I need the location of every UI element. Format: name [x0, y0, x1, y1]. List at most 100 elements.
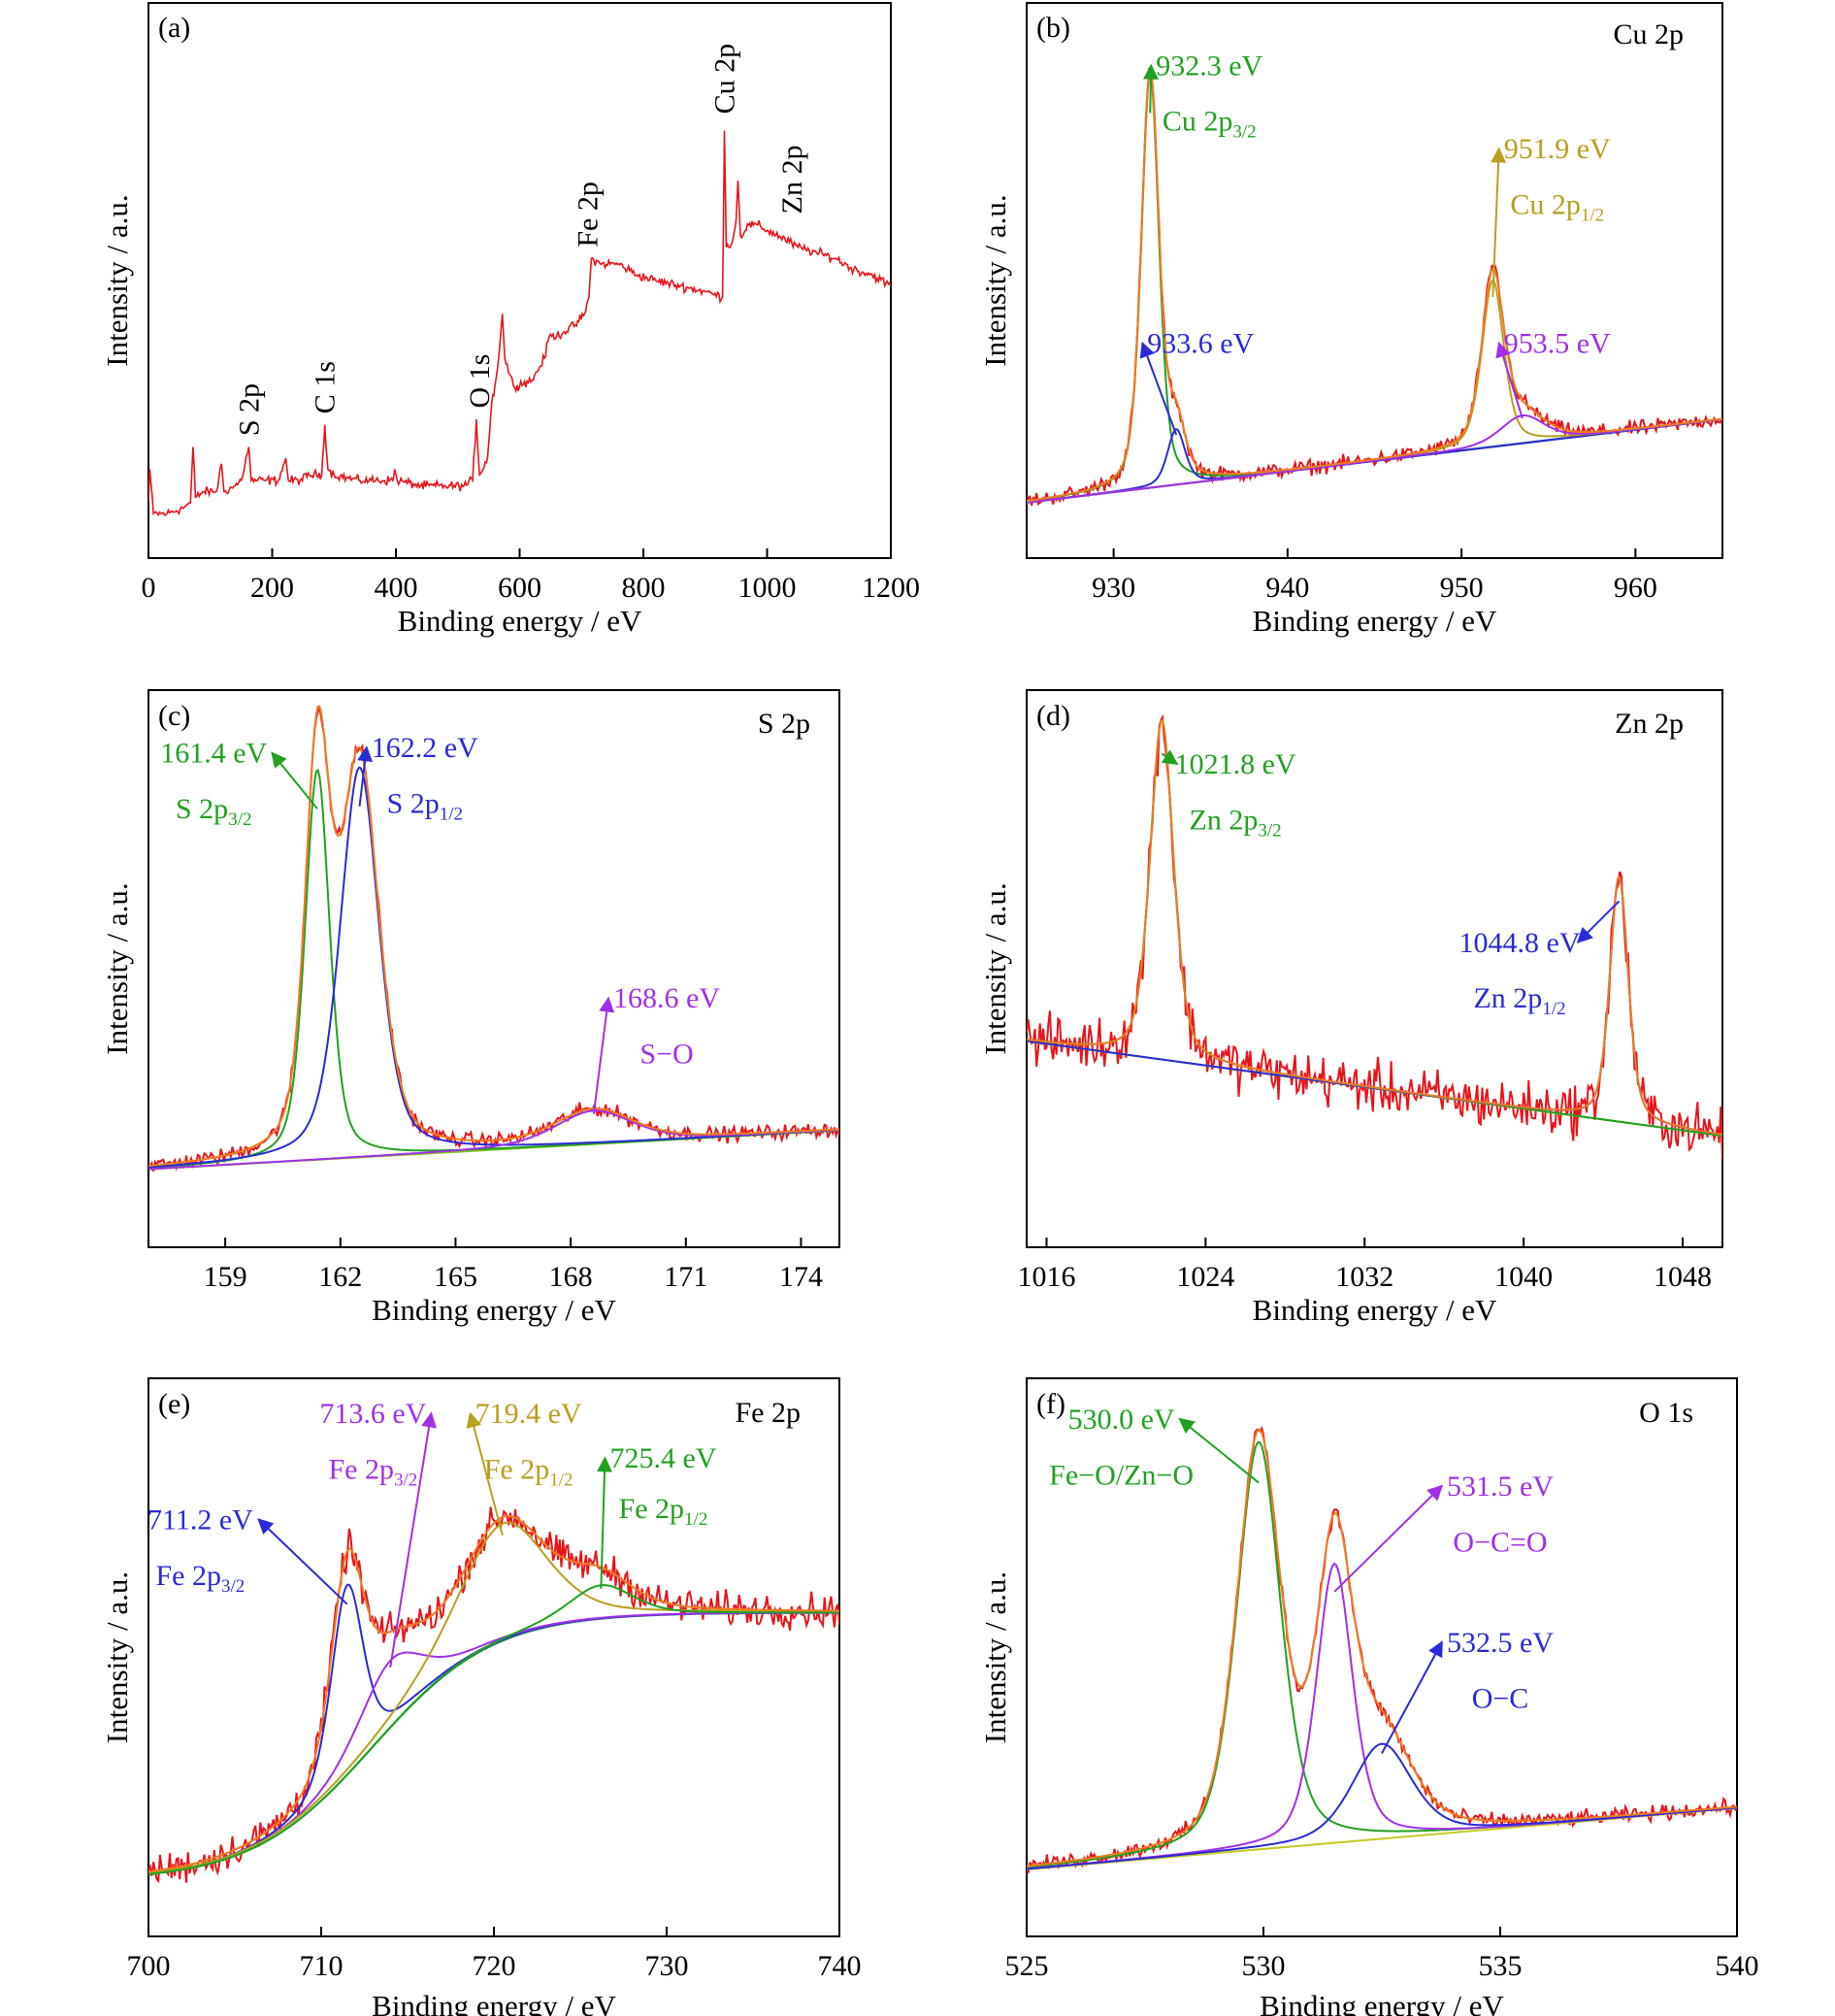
peak-label: S 2p [233, 383, 265, 436]
annotation-main: 932.3 eV [1156, 50, 1262, 82]
peak-annotation: O−C [1472, 1682, 1529, 1714]
x-axis-label: Binding energy / eV [372, 1989, 616, 2016]
peak-annotation: 162.2 eV [372, 732, 478, 764]
peak-annotation: Fe 2p3/2 [156, 1560, 246, 1597]
plot-area [1027, 1425, 1737, 1873]
x-tick-label: 730 [645, 1950, 689, 1982]
peak-annotation: 719.4 eV [475, 1398, 582, 1430]
annotation-main: 168.6 eV [613, 982, 720, 1014]
panel-title: O 1s [1639, 1397, 1693, 1429]
annotation-arrow [357, 745, 374, 807]
annotation-arrow [592, 996, 615, 1114]
panel-b: 930 940 950 960 Binding energy / eV Intensity… [978, 2, 1723, 638]
panel-tag: (b) [1036, 12, 1070, 44]
x-tick-label: 700 [127, 1950, 171, 1982]
y-axis-label: Intensity / a.u. [978, 1571, 1012, 1743]
x-axis-label: Binding energy / eV [1253, 604, 1497, 638]
peak-annotation: 168.6 eV [613, 982, 720, 1014]
annotation-main: 532.5 eV [1447, 1627, 1554, 1659]
annotation-subscript: 1/2 [1542, 999, 1565, 1019]
panel-f: 525 530 535 540 Binding energy / eV Intensity… [978, 1377, 1759, 2016]
component-peak-line [148, 768, 839, 1170]
peak-annotation: 532.5 eV [1447, 1627, 1554, 1659]
x-tick-label: 950 [1440, 572, 1484, 604]
peak-annotation: 530.0 eV [1068, 1404, 1175, 1436]
x-tick-label: 740 [818, 1950, 862, 1982]
component-peak-line [148, 1584, 839, 1875]
annotation-arrow [597, 1456, 613, 1589]
annotation-subscript: 1/2 [1581, 205, 1604, 225]
envelope-fit-line [1027, 1428, 1737, 1867]
y-axis-label: Intensity / a.u. [100, 1571, 134, 1743]
annotation-main: Zn 2p [1190, 805, 1259, 837]
peak-annotation: O−C=O [1453, 1526, 1547, 1558]
annotation-arrow [1142, 63, 1159, 114]
annotation-subscript: 3/2 [1232, 122, 1256, 143]
component-peak-line [1027, 414, 1722, 504]
annotation-arrow [1139, 341, 1178, 436]
peak-annotation: 531.5 eV [1447, 1471, 1554, 1503]
envelope-fit-line [1027, 718, 1722, 1136]
x-tick-label: 940 [1265, 572, 1309, 604]
annotation-arrow [466, 1411, 504, 1537]
plot-frame [147, 689, 840, 1248]
peak-annotation: Fe 2p3/2 [329, 1454, 418, 1491]
x-tick-label: 1016 [1017, 1261, 1075, 1293]
raw-spectrum-line [1027, 713, 1722, 1160]
peak-annotation: Cu 2p1/2 [1510, 188, 1604, 225]
raw-spectrum-line [1027, 67, 1722, 507]
x-tick-label: 162 [318, 1261, 362, 1293]
peak-annotation: 725.4 eV [609, 1442, 716, 1474]
plot-area [1027, 713, 1722, 1160]
peak-annotation: 1021.8 eV [1175, 748, 1296, 780]
annotation-arrow [1178, 1417, 1260, 1484]
peak-annotation: 1044.8 eV [1459, 927, 1581, 959]
x-tick-label: 159 [204, 1261, 247, 1293]
peak-annotation: 953.5 eV [1504, 327, 1611, 359]
panel-a: 0 200 400 600 800 1000 1200 Binding energy / eV… [100, 2, 920, 638]
peak-label: Cu 2p [709, 44, 741, 115]
peak-annotation: Zn 2p3/2 [1190, 805, 1282, 842]
plot-frame [1026, 2, 1723, 559]
annotation-arrow [1576, 900, 1621, 943]
x-tick-label: 400 [375, 572, 418, 604]
x-tick-label: 800 [622, 572, 666, 604]
annotation-main: Fe 2p [619, 1493, 685, 1525]
peak-annotation: Fe−O/Zn−O [1049, 1459, 1194, 1491]
plot-area [148, 705, 839, 1173]
peak-annotation: 933.6 eV [1147, 327, 1254, 359]
peak-label: Fe 2p [573, 182, 605, 248]
annotation-main: O−C [1472, 1682, 1529, 1714]
annotation-main: S 2p [176, 793, 228, 825]
panel-title: Fe 2p [736, 1397, 802, 1429]
panel-tag: (d) [1036, 700, 1070, 732]
x-tick-label: 1032 [1335, 1261, 1393, 1293]
annotation-arrow [1491, 147, 1507, 297]
x-tick-label: 171 [664, 1261, 707, 1293]
annotation-main: S−O [639, 1039, 693, 1071]
y-axis-label: Intensity / a.u. [100, 194, 134, 366]
peak-label: Zn 2p [776, 146, 808, 215]
annotation-arrow [1495, 341, 1524, 419]
peak-annotation: Zn 2p1/2 [1473, 982, 1565, 1019]
x-axis-label: Binding energy / eV [1260, 1989, 1504, 2016]
x-tick-label: 174 [779, 1261, 823, 1293]
x-tick-label: 960 [1614, 572, 1657, 604]
x-axis-label: Binding energy / eV [398, 604, 642, 638]
x-tick-label: 930 [1092, 572, 1135, 604]
annotation-main: 713.6 eV [319, 1398, 426, 1430]
peak-annotation: Fe 2p1/2 [484, 1454, 573, 1491]
peak-annotation: Cu 2p3/2 [1163, 106, 1257, 143]
y-axis-label: Intensity / a.u. [100, 882, 134, 1054]
annotation-main: O−C=O [1453, 1526, 1547, 1558]
component-peak-line [148, 1521, 839, 1874]
annotation-main: 951.9 eV [1504, 133, 1611, 165]
x-tick-label: 600 [498, 572, 541, 604]
panel-tag: (c) [158, 700, 190, 732]
annotation-main: 1044.8 eV [1459, 927, 1581, 959]
x-tick-label: 1000 [738, 572, 797, 604]
peak-annotation: S 2p1/2 [387, 787, 463, 824]
annotation-main: Cu 2p [1510, 188, 1581, 220]
annotation-arrow [1381, 1640, 1443, 1754]
